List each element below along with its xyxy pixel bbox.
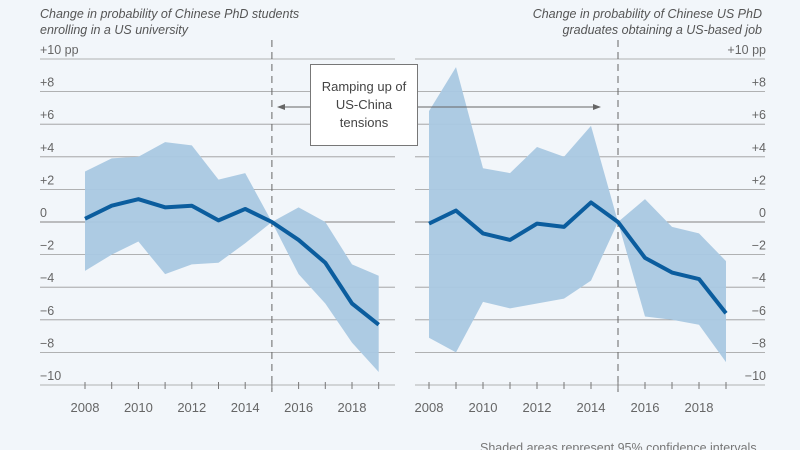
right-ytick-label: +10 pp xyxy=(727,43,766,57)
left-xtick-label: 2014 xyxy=(231,400,260,415)
right-ytick-label: −4 xyxy=(752,271,766,285)
right-ytick-label: +2 xyxy=(752,173,766,187)
left-estimate-line xyxy=(84,197,380,327)
arrow-left-head xyxy=(277,104,285,110)
right-ytick-label: −8 xyxy=(752,336,766,350)
left-xtick-label: 2016 xyxy=(284,400,313,415)
left-ytick-label: −4 xyxy=(40,271,54,285)
right-xtick-label: 2008 xyxy=(415,400,444,415)
left-confidence-band xyxy=(85,142,379,372)
annotation-text: Ramping up of US-China tensions xyxy=(321,79,407,130)
left-chart-title: Change in probability of Chinese PhD stu… xyxy=(40,7,300,37)
right-chart-title: Change in probability of Chinese US PhD … xyxy=(532,7,762,37)
left-ytick-label: +6 xyxy=(40,108,54,122)
right-xtick-label: 2012 xyxy=(523,400,552,415)
left-ytick-label: +2 xyxy=(40,173,54,187)
left-ytick-label: −8 xyxy=(40,336,54,350)
left-xtick-label: 2010 xyxy=(124,400,153,415)
left-ytick-label: −6 xyxy=(40,304,54,318)
right-ytick-label: +4 xyxy=(752,141,766,155)
left-ytick-label: 0 xyxy=(40,206,47,220)
right-estimate-line xyxy=(428,200,728,315)
right-ytick-label: −2 xyxy=(752,239,766,253)
right-ytick-label: 0 xyxy=(759,206,766,220)
right-xtick-label: 2016 xyxy=(631,400,660,415)
left-xtick-label: 2012 xyxy=(177,400,206,415)
right-ytick-label: +8 xyxy=(752,76,766,90)
annotation-box: Ramping up of US-China tensions xyxy=(310,64,418,146)
right-ytick-label: +6 xyxy=(752,108,766,122)
left-ytick-label: +10 pp xyxy=(40,43,79,57)
right-xtick-label: 2014 xyxy=(577,400,606,415)
right-xtick-label: 2018 xyxy=(685,400,714,415)
arrow-right-head xyxy=(593,104,601,110)
right-xtick-label: 2010 xyxy=(469,400,498,415)
left-ytick-label: +4 xyxy=(40,141,54,155)
footnote: Shaded areas represent 95% confidence in… xyxy=(480,441,757,450)
left-ytick-label: −2 xyxy=(40,239,54,253)
left-ytick-label: +8 xyxy=(40,76,54,90)
right-ytick-label: −10 xyxy=(745,369,766,383)
left-ytick-label: −10 xyxy=(40,369,61,383)
left-xtick-label: 2018 xyxy=(338,400,367,415)
left-xtick-label: 2008 xyxy=(71,400,100,415)
right-ytick-label: −6 xyxy=(752,304,766,318)
